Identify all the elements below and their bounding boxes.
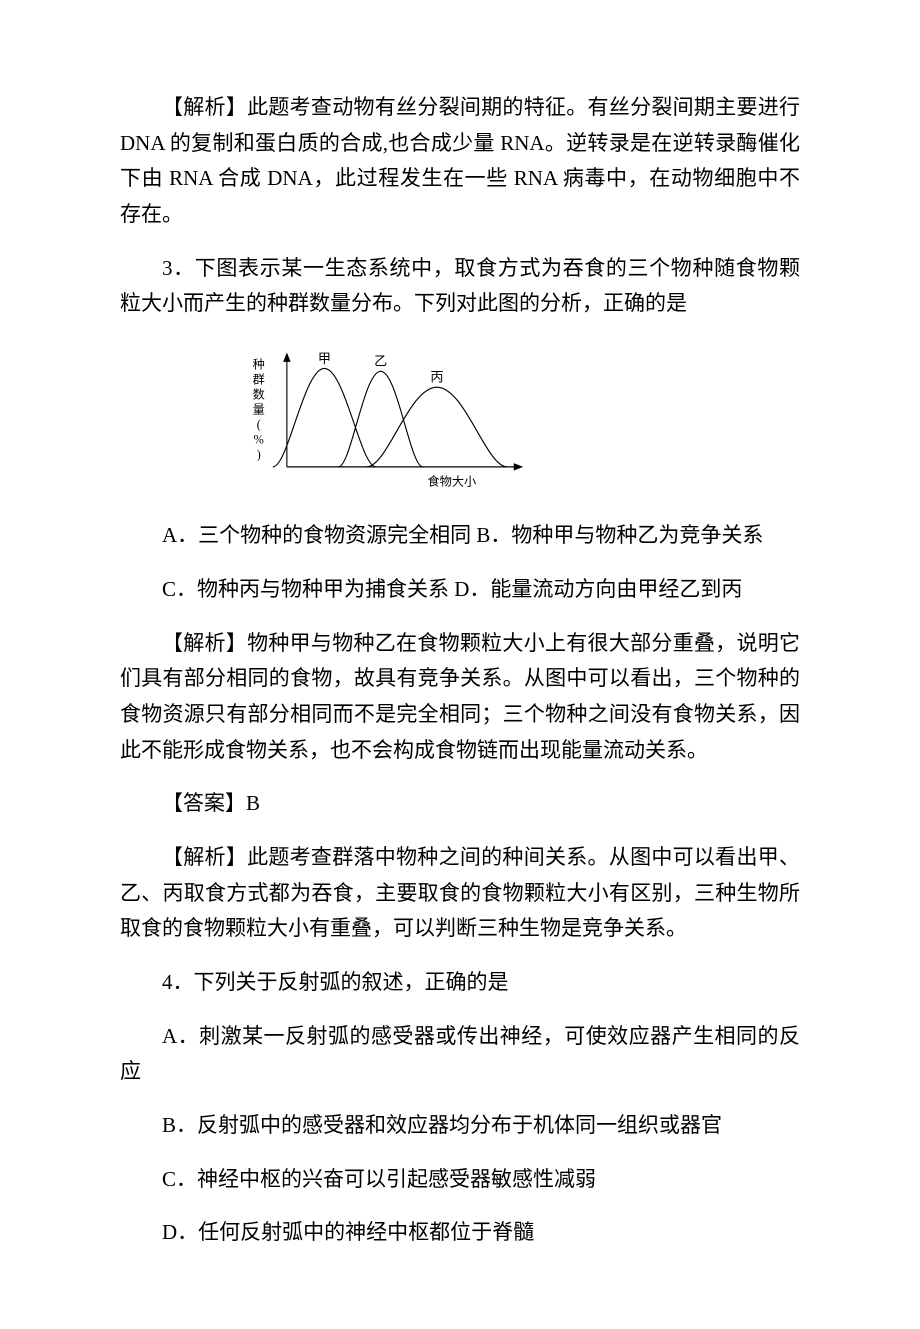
q3-options-line1: A．三个物种的食物资源完全相同 B．物种甲与物种乙为竞争关系 [120,518,800,554]
svg-text:甲: 甲 [318,351,331,366]
q4-optC: C．神经中枢的兴奋可以引起感受器敏感性减弱 [120,1162,800,1198]
svg-text:乙: 乙 [374,354,387,369]
svg-text:丙: 丙 [430,370,443,385]
q4-optA: A．刺激某一反射弧的感受器或传出神经，可使效应器产生相同的反应 [120,1019,800,1090]
svg-text:种: 种 [253,358,265,372]
svg-text:群: 群 [253,373,265,387]
q4-optB: B．反射弧中的感受器和效应器均分布于机体同一组织或器官 [120,1108,800,1144]
q3-explanation: 【解析】物种甲与物种乙在食物颗粒大小上有很大部分重叠，说明它们具有部分相同的食物… [120,626,800,769]
q4-optD: D．任何反射弧中的神经中枢都位于脊髓 [120,1215,800,1251]
q2-analysis: 【解析】此题考查动物有丝分裂间期的特征。有丝分裂间期主要进行 DNA 的复制和蛋… [120,90,800,233]
svg-text:): ) [257,448,261,462]
q4-stem: 4．下列关于反射弧的叙述，正确的是 [120,965,800,1001]
q3-options-line2: C．物种丙与物种甲为捕食关系 D．能量流动方向由甲经乙到丙 [120,572,800,608]
q3-chart: 种群数量(%) 食物大小 甲 乙丙 [240,340,540,500]
svg-text:食物大小: 食物大小 [428,474,477,489]
svg-text:数: 数 [253,387,265,402]
chart-svg: 种群数量(%) 食物大小 甲 乙丙 [240,340,540,500]
svg-text:%: % [254,433,264,447]
svg-text:量: 量 [253,403,265,417]
svg-text:(: ( [257,418,261,432]
q3-analysis: 【解析】此题考查群落中物种之间的种间关系。从图中可以看出甲、乙、丙取食方式都为吞… [120,840,800,947]
q3-stem: 3．下图表示某一生态系统中，取食方式为吞食的三个物种随食物颗粒大小而产生的种群数… [120,251,800,322]
q3-answer: 【答案】B [120,786,800,822]
